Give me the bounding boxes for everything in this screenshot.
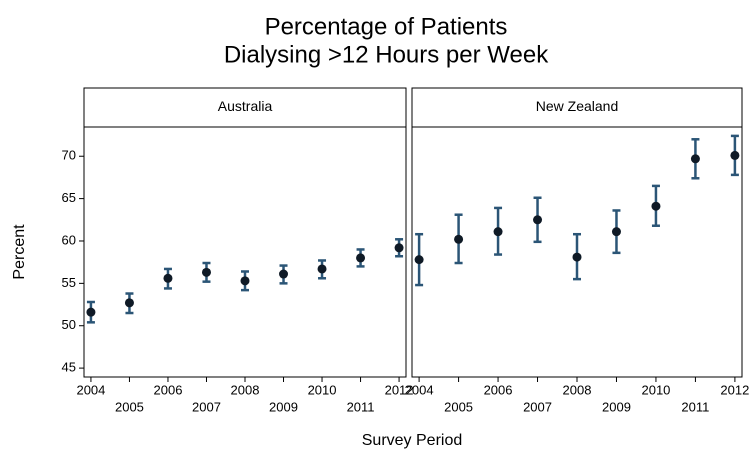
point [533, 215, 543, 225]
chart-title: Dialysing >12 Hours per Week [224, 41, 549, 68]
point [86, 307, 96, 317]
y-tick-label: 65 [62, 190, 76, 205]
point [493, 227, 503, 237]
x-tick-label: 2004 [405, 382, 434, 397]
point [163, 273, 173, 283]
x-tick-label: 2006 [154, 382, 183, 397]
chart-title: Percentage of Patients [265, 13, 508, 40]
point [317, 264, 327, 274]
point [414, 255, 424, 265]
y-tick-label: 70 [62, 148, 76, 163]
x-tick-label: 2009 [602, 399, 631, 414]
x-tick-label: 2004 [76, 382, 105, 397]
x-tick-label: 2007 [192, 399, 221, 414]
x-tick-label: 2011 [347, 399, 375, 414]
y-tick-label: 55 [62, 275, 76, 290]
x-tick-label: 2006 [484, 382, 513, 397]
y-axis-label: Percent [11, 224, 28, 280]
point [572, 252, 582, 262]
x-tick-label: 2008 [563, 382, 592, 397]
strip [411, 87, 743, 128]
y-tick-label: 60 [62, 232, 76, 247]
y-tick-label: 45 [62, 360, 76, 375]
x-tick-label: 2005 [115, 399, 144, 414]
point [201, 267, 211, 277]
point [611, 227, 621, 237]
point [124, 298, 134, 308]
x-tick-label: 2005 [444, 399, 473, 414]
x-tick-label: 2008 [231, 382, 260, 397]
panel-title: Australia [218, 98, 273, 114]
point [240, 276, 250, 286]
x-tick-label: 2012 [720, 382, 749, 397]
point [356, 253, 366, 263]
x-tick-label: 2007 [523, 399, 552, 414]
y-tick-label: 50 [62, 317, 76, 332]
point [279, 269, 289, 279]
x-axis-label: Survey Period [362, 432, 463, 449]
panel-title: New Zealand [536, 98, 619, 114]
x-tick-label: 2010 [308, 382, 337, 397]
x-tick-label: 2009 [269, 399, 298, 414]
x-tick-label: 2010 [641, 382, 670, 397]
panel [83, 126, 407, 378]
point [690, 154, 700, 164]
point [454, 234, 464, 244]
x-tick-label: 2012 [385, 382, 414, 397]
x-tick-label: 2011 [681, 399, 709, 414]
point [394, 243, 404, 253]
point [730, 150, 740, 160]
point [651, 201, 661, 211]
